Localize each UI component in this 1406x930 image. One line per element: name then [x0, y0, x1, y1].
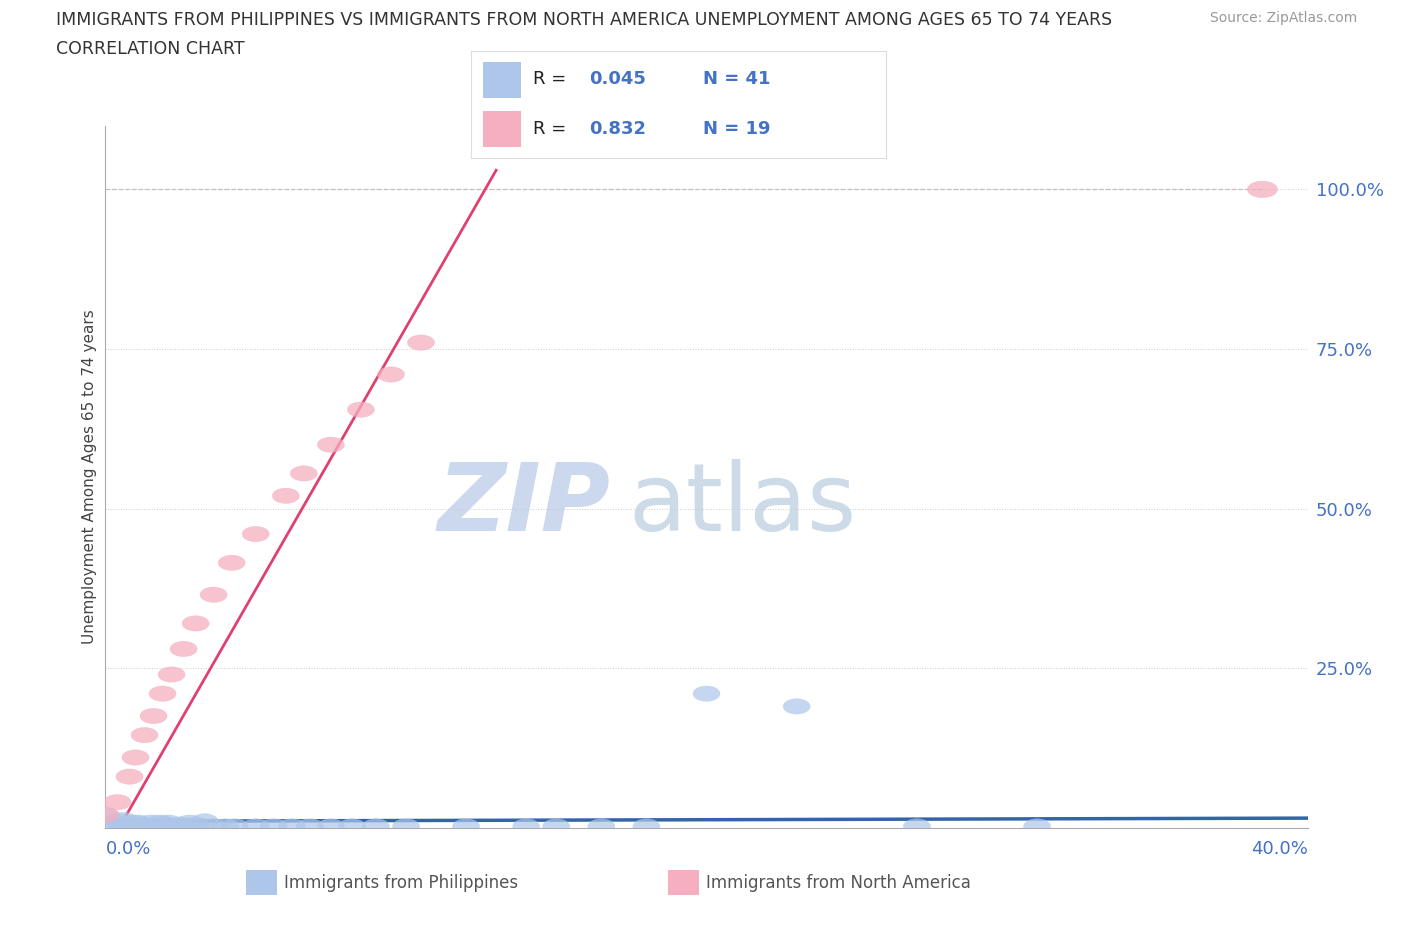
- Ellipse shape: [242, 526, 269, 542]
- Ellipse shape: [273, 488, 299, 503]
- Ellipse shape: [141, 709, 167, 724]
- Ellipse shape: [141, 818, 167, 833]
- Ellipse shape: [513, 818, 540, 834]
- Ellipse shape: [176, 815, 202, 830]
- Text: Immigrants from North America: Immigrants from North America: [706, 873, 970, 892]
- Ellipse shape: [377, 366, 405, 382]
- Ellipse shape: [125, 815, 152, 830]
- Ellipse shape: [167, 817, 194, 832]
- Ellipse shape: [91, 807, 120, 823]
- Text: N = 19: N = 19: [703, 120, 770, 138]
- Text: 0.0%: 0.0%: [105, 841, 150, 858]
- Ellipse shape: [146, 815, 173, 830]
- Y-axis label: Unemployment Among Ages 65 to 74 years: Unemployment Among Ages 65 to 74 years: [82, 310, 97, 644]
- Text: IMMIGRANTS FROM PHILIPPINES VS IMMIGRANTS FROM NORTH AMERICA UNEMPLOYMENT AMONG : IMMIGRANTS FROM PHILIPPINES VS IMMIGRANT…: [56, 11, 1112, 29]
- Ellipse shape: [363, 818, 389, 834]
- Ellipse shape: [200, 818, 228, 834]
- Ellipse shape: [297, 818, 323, 834]
- Ellipse shape: [104, 814, 131, 829]
- Ellipse shape: [200, 587, 228, 603]
- Ellipse shape: [290, 466, 318, 481]
- Ellipse shape: [221, 818, 249, 834]
- Ellipse shape: [120, 815, 146, 830]
- Ellipse shape: [115, 769, 143, 784]
- Ellipse shape: [136, 815, 165, 830]
- Ellipse shape: [318, 818, 344, 834]
- Text: CORRELATION CHART: CORRELATION CHART: [56, 40, 245, 58]
- Ellipse shape: [170, 642, 197, 657]
- Ellipse shape: [212, 818, 239, 834]
- Ellipse shape: [347, 402, 374, 418]
- Ellipse shape: [131, 727, 157, 743]
- Text: ZIP: ZIP: [437, 458, 610, 551]
- Ellipse shape: [162, 818, 188, 834]
- Ellipse shape: [122, 818, 149, 834]
- Text: 40.0%: 40.0%: [1251, 841, 1308, 858]
- Ellipse shape: [191, 814, 218, 829]
- Ellipse shape: [152, 817, 179, 832]
- Ellipse shape: [693, 686, 720, 701]
- FancyBboxPatch shape: [484, 62, 520, 99]
- Ellipse shape: [149, 686, 176, 701]
- Ellipse shape: [543, 818, 569, 834]
- Ellipse shape: [339, 818, 366, 834]
- Text: 0.832: 0.832: [589, 120, 647, 138]
- Ellipse shape: [107, 817, 134, 832]
- Ellipse shape: [904, 818, 931, 834]
- Ellipse shape: [278, 818, 305, 834]
- Ellipse shape: [110, 813, 136, 828]
- Ellipse shape: [392, 818, 419, 834]
- Ellipse shape: [98, 817, 125, 832]
- Text: N = 41: N = 41: [703, 71, 770, 88]
- Ellipse shape: [122, 750, 149, 765]
- Text: Source: ZipAtlas.com: Source: ZipAtlas.com: [1209, 11, 1357, 25]
- Ellipse shape: [408, 335, 434, 351]
- Ellipse shape: [157, 667, 186, 683]
- Ellipse shape: [783, 698, 810, 714]
- Ellipse shape: [633, 818, 659, 834]
- Ellipse shape: [170, 819, 197, 835]
- Ellipse shape: [91, 807, 120, 823]
- Text: R =: R =: [533, 120, 572, 138]
- Ellipse shape: [155, 815, 183, 830]
- Ellipse shape: [183, 817, 209, 832]
- Ellipse shape: [588, 818, 614, 834]
- Ellipse shape: [453, 818, 479, 834]
- Ellipse shape: [104, 794, 131, 810]
- Text: R =: R =: [533, 71, 572, 88]
- Text: 0.045: 0.045: [589, 71, 647, 88]
- Ellipse shape: [218, 555, 245, 570]
- Ellipse shape: [260, 818, 287, 834]
- Ellipse shape: [318, 437, 344, 452]
- Ellipse shape: [131, 817, 157, 832]
- Ellipse shape: [115, 818, 143, 833]
- Ellipse shape: [1024, 818, 1050, 834]
- FancyBboxPatch shape: [484, 111, 520, 148]
- Text: Immigrants from Philippines: Immigrants from Philippines: [284, 873, 519, 892]
- Ellipse shape: [1247, 181, 1278, 198]
- Ellipse shape: [242, 818, 269, 834]
- Ellipse shape: [183, 616, 209, 631]
- Text: atlas: atlas: [628, 458, 856, 551]
